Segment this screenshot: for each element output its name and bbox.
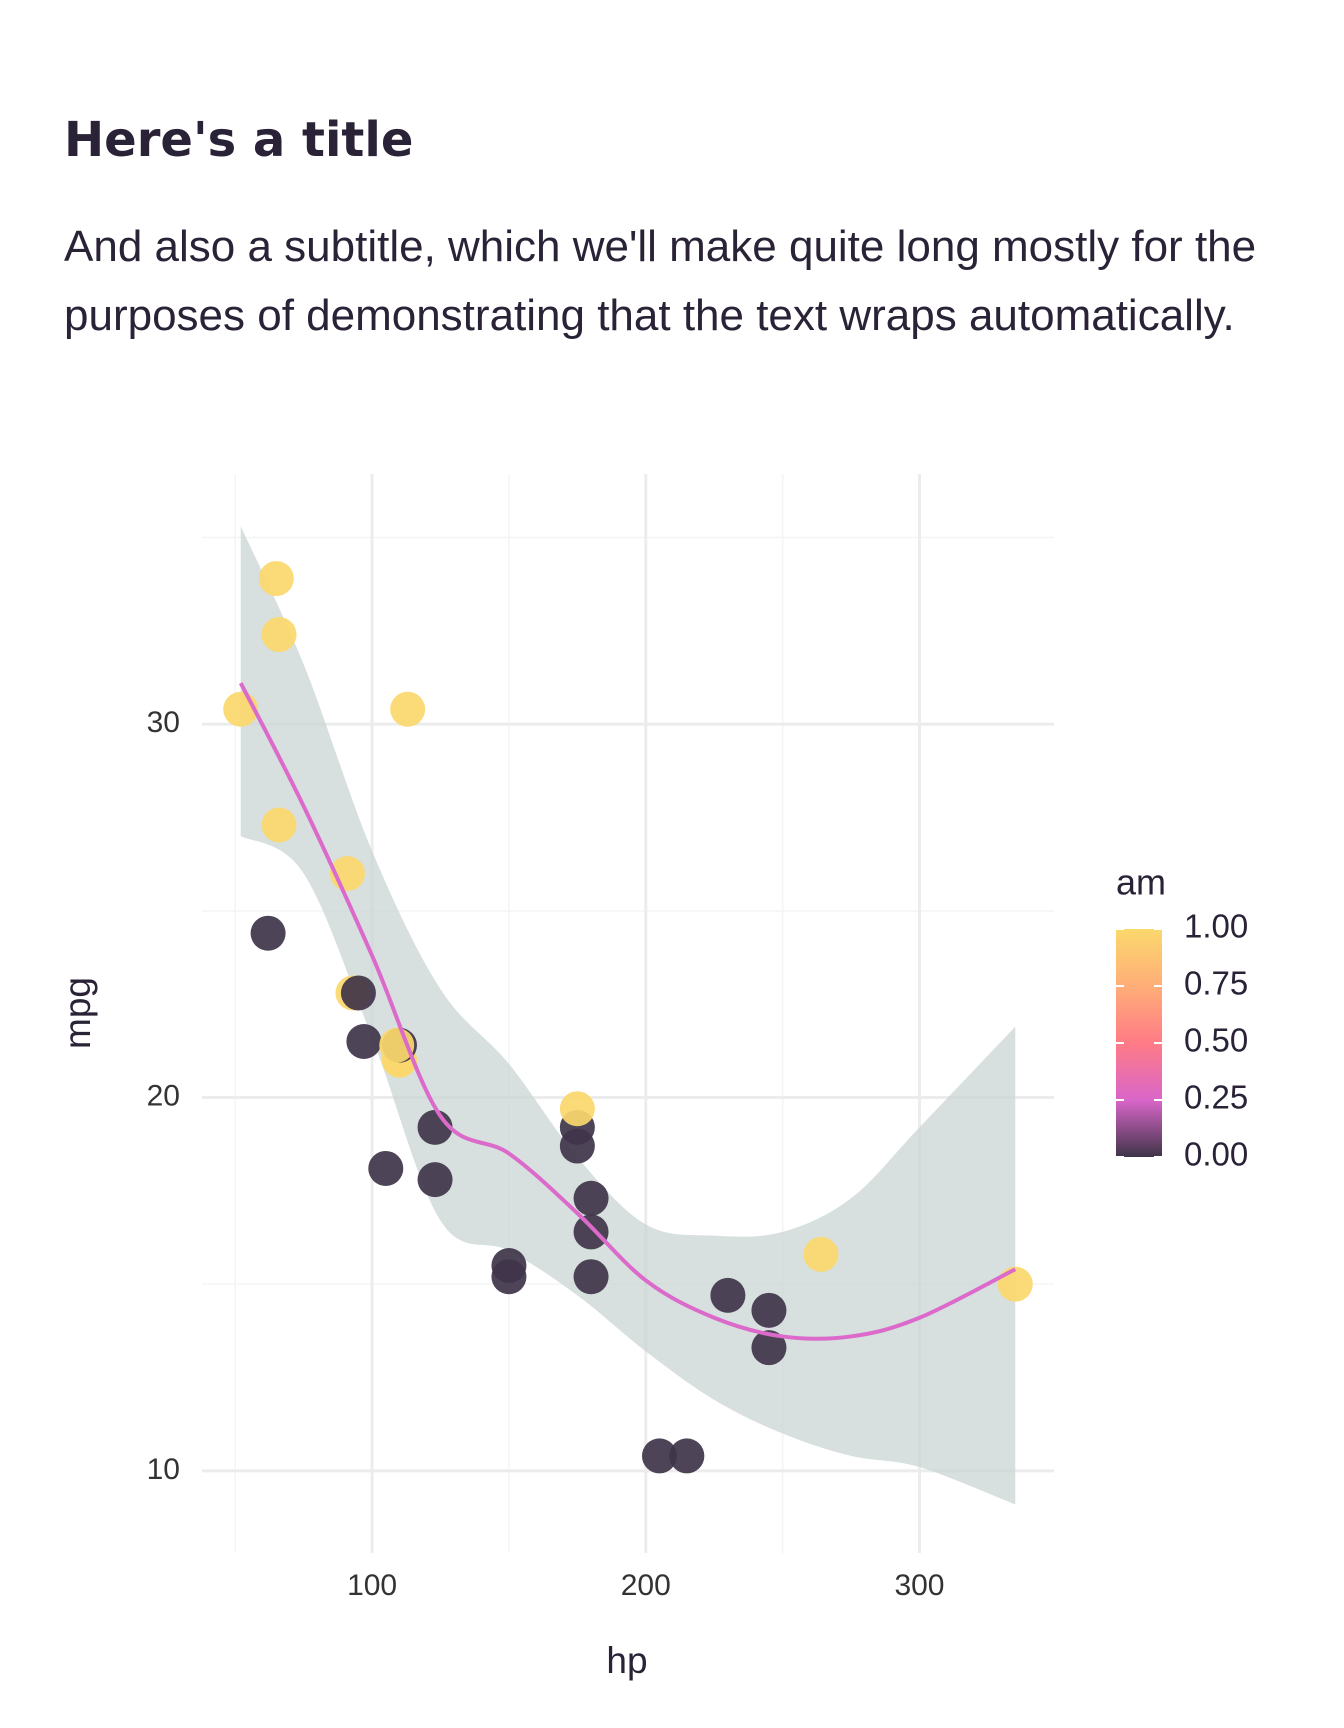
point bbox=[573, 1214, 609, 1250]
y-tick-label: 20 bbox=[147, 1079, 180, 1112]
point bbox=[669, 1438, 705, 1474]
legend-title: am bbox=[1116, 862, 1166, 903]
y-tick-label: 30 bbox=[147, 706, 180, 739]
legend-label: 0.25 bbox=[1184, 1079, 1248, 1116]
point bbox=[261, 807, 297, 843]
x-tick-label: 200 bbox=[621, 1569, 671, 1602]
point bbox=[390, 691, 426, 727]
point bbox=[346, 1024, 382, 1060]
point bbox=[641, 1438, 677, 1474]
point bbox=[997, 1266, 1033, 1302]
point bbox=[751, 1292, 787, 1328]
point bbox=[751, 1330, 787, 1366]
legend-label: 0.75 bbox=[1184, 965, 1248, 1002]
point bbox=[803, 1236, 839, 1272]
point bbox=[250, 915, 286, 951]
point bbox=[559, 1091, 595, 1127]
point bbox=[258, 561, 294, 597]
chart-subtitle: And also a subtitle, which we'll make qu… bbox=[64, 222, 1257, 340]
legend-label: 1.00 bbox=[1184, 908, 1248, 945]
point bbox=[710, 1277, 746, 1313]
legend-label: 0.50 bbox=[1184, 1022, 1248, 1059]
point bbox=[573, 1259, 609, 1295]
point bbox=[261, 617, 297, 653]
point bbox=[417, 1162, 453, 1198]
confidence-band bbox=[240, 526, 1016, 1505]
point bbox=[573, 1180, 609, 1216]
chart-title: Here's a title bbox=[64, 112, 414, 168]
y-axis-title: mpg bbox=[57, 977, 98, 1049]
smooth-line bbox=[238, 682, 1017, 1341]
x-axis-title: hp bbox=[606, 1640, 647, 1681]
x-tick-label: 100 bbox=[347, 1569, 397, 1602]
x-tick-label: 300 bbox=[894, 1569, 944, 1602]
point bbox=[340, 975, 376, 1011]
legend-label: 0.00 bbox=[1184, 1136, 1248, 1173]
point bbox=[368, 1150, 404, 1186]
y-tick-label: 10 bbox=[147, 1453, 180, 1486]
point bbox=[491, 1259, 527, 1295]
